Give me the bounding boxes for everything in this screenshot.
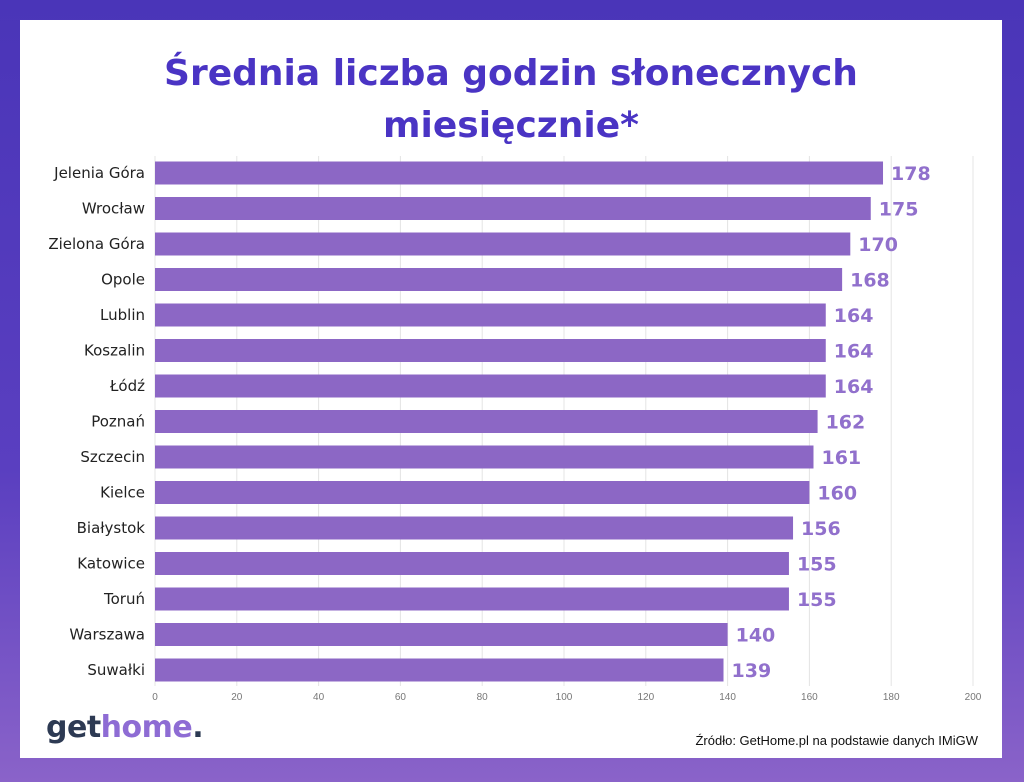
x-tick-label: 160 — [801, 692, 818, 703]
x-tick-label: 60 — [395, 692, 407, 703]
x-tick-label: 200 — [965, 692, 982, 703]
bar — [155, 303, 826, 327]
x-tick-label: 40 — [313, 692, 325, 703]
bar — [155, 481, 810, 504]
bar — [155, 623, 728, 646]
bar-chart: 0 20 40 60 80 100 120 140 160 180 200 Jelenia Góra 1… — [48, 156, 982, 703]
bar — [155, 232, 851, 256]
chart-title-line-2: miesięcznie* — [383, 105, 639, 146]
category-label: Poznań — [91, 413, 145, 431]
bar — [155, 161, 884, 185]
x-tick-label: 0 — [152, 692, 158, 703]
bar — [155, 268, 843, 291]
category-label: Katowice — [77, 555, 145, 573]
x-tick-label: 20 — [231, 692, 243, 703]
category-label: Opole — [101, 271, 145, 289]
bar — [155, 587, 789, 611]
chart-title-line-1: Średnia liczba godzin słonecznych — [164, 53, 858, 94]
value-label: 161 — [821, 447, 861, 469]
value-label: 162 — [826, 412, 866, 434]
value-label: 168 — [850, 270, 890, 292]
category-label: Kielce — [100, 484, 145, 502]
x-tick-label: 180 — [883, 692, 900, 703]
value-label: 164 — [834, 376, 874, 398]
category-label: Białystok — [77, 519, 146, 537]
gethome-logo: gethome. — [46, 710, 204, 745]
bar — [155, 552, 789, 575]
category-label: Lublin — [100, 306, 145, 324]
chart-card: Średnia liczba godzin słonecznych miesię… — [20, 20, 1002, 758]
logo-part-get: get — [46, 710, 101, 745]
value-label: 156 — [801, 518, 841, 540]
x-tick-label: 120 — [637, 692, 654, 703]
category-label: Zielona Góra — [48, 235, 145, 253]
category-label: Jelenia Góra — [53, 164, 145, 182]
value-label: 140 — [736, 625, 776, 647]
x-tick-label: 140 — [719, 692, 736, 703]
category-label: Łódź — [109, 377, 145, 395]
value-label: 164 — [834, 341, 874, 363]
bar — [155, 197, 871, 220]
value-label: 155 — [797, 589, 837, 611]
value-label: 178 — [891, 163, 931, 185]
x-tick-label: 100 — [556, 692, 573, 703]
category-label: Warszawa — [69, 626, 145, 644]
category-label: Toruń — [103, 590, 145, 608]
bar — [155, 445, 814, 469]
bar — [155, 658, 724, 682]
source-note: Źródło: GetHome.pl na podstawie danych I… — [695, 733, 978, 748]
category-label: Koszalin — [84, 342, 145, 360]
value-label: 155 — [797, 554, 837, 576]
value-label: 139 — [732, 660, 772, 682]
bar — [155, 374, 826, 398]
value-label: 160 — [817, 483, 857, 505]
value-label: 175 — [879, 199, 919, 221]
logo-part-home: home — [100, 710, 193, 745]
bar — [155, 339, 826, 362]
category-label: Szczecin — [80, 448, 145, 466]
category-label: Suwałki — [87, 661, 145, 679]
x-tick-label: 80 — [477, 692, 489, 703]
value-label: 170 — [858, 234, 898, 256]
logo-part-dot: . — [192, 710, 204, 745]
chart-title: Średnia liczba godzin słonecznych miesię… — [20, 48, 1002, 152]
category-label: Wrocław — [82, 200, 145, 218]
bar — [155, 516, 794, 540]
value-label: 164 — [834, 305, 874, 327]
bar — [155, 410, 818, 433]
